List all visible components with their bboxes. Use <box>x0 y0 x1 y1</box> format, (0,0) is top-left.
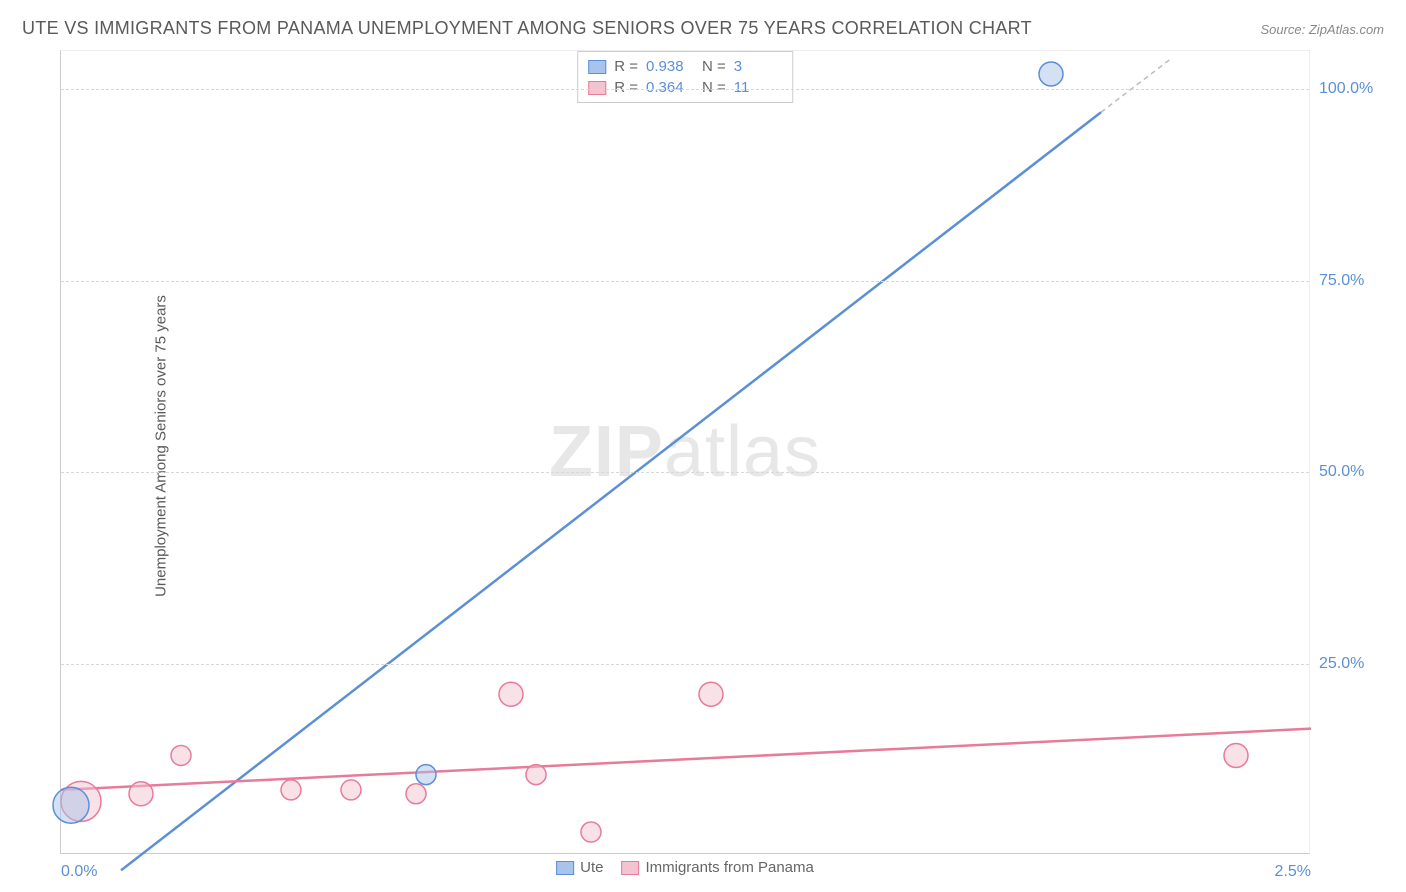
legend-series-label: Immigrants from Panama <box>645 859 813 876</box>
gridline <box>61 281 1309 282</box>
gridline <box>61 89 1309 90</box>
legend-correlation: R = 0.938 N = 3 R = 0.364 N = 11 <box>577 51 793 103</box>
chart-title: UTE VS IMMIGRANTS FROM PANAMA UNEMPLOYME… <box>22 18 1032 39</box>
legend-n-value: 11 <box>734 79 782 96</box>
legend-item: Immigrants from Panama <box>621 859 813 876</box>
y-tick-label: 75.0% <box>1319 272 1389 290</box>
legend-r-label: R = <box>614 58 638 75</box>
legend-n-label: N = <box>702 58 726 75</box>
source-label: Source: ZipAtlas.com <box>1260 22 1384 37</box>
legend-swatch-ute <box>588 60 606 74</box>
legend-series: Ute Immigrants from Panama <box>556 855 814 876</box>
gridline <box>61 664 1309 665</box>
legend-r-value: 0.364 <box>646 79 694 96</box>
legend-r-label: R = <box>614 79 638 96</box>
x-tick-label: 2.5% <box>1275 863 1311 881</box>
legend-swatch-panama <box>588 81 606 95</box>
legend-row: R = 0.364 N = 11 <box>588 77 782 98</box>
y-tick-label: 50.0% <box>1319 463 1389 481</box>
legend-item: Ute <box>556 859 603 876</box>
legend-swatch-panama <box>621 861 639 875</box>
legend-r-value: 0.938 <box>646 58 694 75</box>
plot-area: ZIPatlas R = 0.938 N = 3 R = 0.364 N = 1… <box>60 50 1310 854</box>
legend-swatch-ute <box>556 861 574 875</box>
legend-series-label: Ute <box>580 859 603 876</box>
y-tick-label: 25.0% <box>1319 655 1389 673</box>
legend-n-label: N = <box>702 79 726 96</box>
gridline <box>61 472 1309 473</box>
legend-n-value: 3 <box>734 58 782 75</box>
y-tick-label: 100.0% <box>1319 80 1389 98</box>
legend-row: R = 0.938 N = 3 <box>588 56 782 77</box>
x-tick-label: 0.0% <box>61 863 97 881</box>
chart-svg <box>61 51 1309 853</box>
